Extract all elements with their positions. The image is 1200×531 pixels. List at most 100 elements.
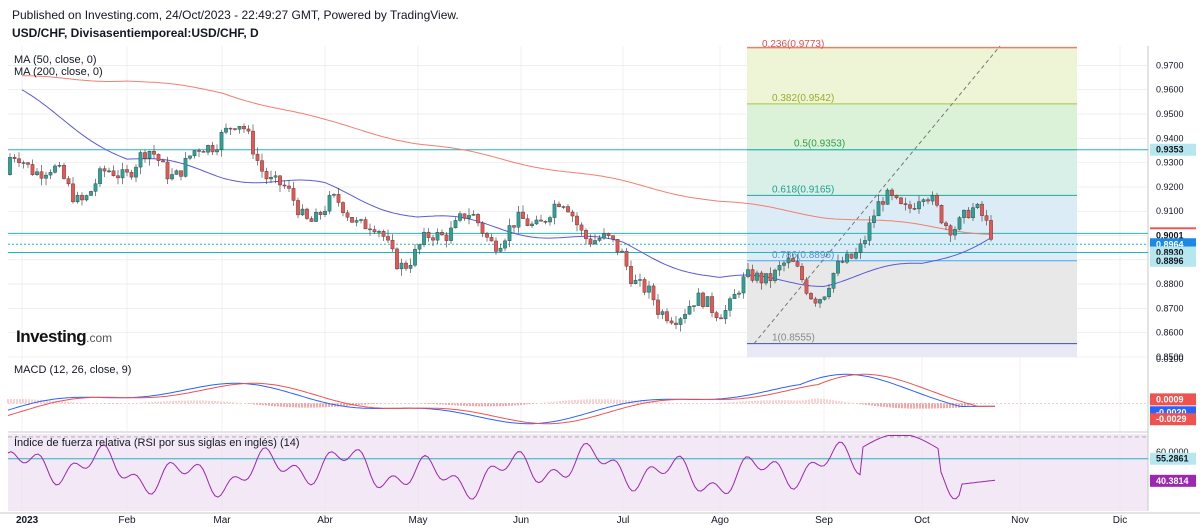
candle-body	[723, 310, 728, 320]
candle-body	[935, 195, 939, 206]
candle-body	[345, 212, 350, 218]
candle-body	[651, 285, 656, 301]
candle-body	[876, 201, 881, 217]
price-tick-label: 0.8600	[1156, 328, 1184, 338]
candle-body	[201, 151, 206, 153]
candle-body	[561, 206, 566, 208]
candle-body	[30, 164, 35, 175]
price-tick-label: 0.8700	[1156, 303, 1184, 313]
candle-body	[314, 211, 318, 222]
candle-body	[170, 174, 174, 180]
fib-zone	[747, 103, 1077, 150]
candle-body	[642, 279, 647, 293]
candle-body	[476, 214, 480, 224]
time-tick-label: Oct	[914, 515, 930, 526]
candle-body	[183, 158, 188, 177]
candle-body	[593, 240, 597, 245]
price-last-tag: 0.8964	[1156, 239, 1184, 249]
macd-line	[7, 373, 995, 425]
candle-body	[341, 202, 345, 213]
candle-body	[660, 311, 665, 315]
candle-body	[156, 154, 161, 161]
candle-body	[530, 223, 534, 226]
fib-level-label: 1(0.8555)	[772, 333, 815, 344]
candle-body	[89, 191, 93, 196]
candle-body	[278, 175, 282, 186]
candle-body	[273, 175, 278, 178]
fib-level-label: 0.786(0.8896)	[772, 250, 834, 261]
candle-body	[926, 199, 930, 202]
candle-body	[192, 150, 197, 157]
candle-body	[597, 238, 602, 241]
candle-body	[98, 168, 102, 184]
candle-body	[143, 152, 147, 159]
candle-body	[138, 152, 143, 168]
candle-body	[665, 311, 669, 322]
rsi-line	[7, 435, 996, 500]
candle-body	[737, 292, 741, 295]
candle-body	[525, 218, 530, 226]
candle-body	[669, 320, 674, 324]
time-tick-label: Abr	[317, 515, 333, 526]
candle-body	[453, 220, 458, 229]
time-tick-label: Ago	[711, 515, 729, 526]
ma200-legend[interactable]: MA (200, close, 0)	[14, 66, 103, 78]
price-tags: 0.93530.90090.90010.89640.89300.88960.00…	[1150, 143, 1196, 487]
candle-body	[498, 247, 503, 252]
candle-body	[75, 194, 80, 203]
candle-body	[701, 292, 705, 307]
time-tick-label: Nov	[1011, 515, 1029, 526]
candle-body	[845, 253, 849, 263]
candle-body	[948, 225, 953, 236]
candle-body	[12, 157, 17, 159]
candle-body	[858, 243, 863, 253]
rsi-value-tag: 55.2861	[1156, 454, 1189, 464]
rsi-legend[interactable]: Índice de fuerza relativa (RSI por sus s…	[14, 437, 300, 449]
candle-body	[332, 194, 336, 196]
candle-body	[489, 237, 494, 242]
candle-body	[872, 215, 876, 223]
candle-body	[368, 228, 372, 231]
candle-body	[111, 170, 116, 176]
price-tick-label: 0.8500	[1156, 352, 1184, 362]
candle-body	[507, 225, 512, 242]
price-tick-label: 0.9400	[1156, 133, 1184, 143]
candle-body	[710, 296, 714, 313]
candle-body	[269, 177, 273, 180]
fib-zone	[747, 46, 1077, 104]
candle-body	[980, 203, 984, 216]
time-tick-label: Mar	[213, 515, 231, 526]
candle-body	[129, 171, 134, 178]
fib-zone	[747, 195, 1077, 261]
candle-body	[633, 279, 638, 284]
candle-body	[179, 170, 183, 177]
candle-body	[291, 188, 296, 201]
macd-value-tag-bg	[1150, 393, 1196, 406]
candle-body	[953, 229, 957, 236]
ma50-line	[21, 89, 992, 288]
candle-body	[359, 219, 363, 221]
candle-body	[323, 210, 327, 215]
candle-body	[219, 132, 224, 151]
rsi-pane	[7, 435, 1148, 500]
candle-body	[305, 208, 309, 219]
candle-body	[687, 306, 692, 315]
macd-value-tag: -0.0029	[1156, 414, 1187, 424]
macd-value-tag: -0.0020	[1156, 407, 1187, 417]
moving-averages	[21, 75, 992, 288]
candle-body	[255, 153, 260, 161]
candle-body	[840, 261, 845, 263]
candle-body	[462, 213, 467, 219]
candle-body	[467, 215, 471, 219]
candle-body	[674, 322, 678, 325]
symbol-title: USD/CHF, Divisasentiemporeal:USD/CHF, D	[12, 26, 259, 40]
fib-level-label: 0.236(0.9773)	[762, 39, 824, 50]
candle-body	[521, 211, 525, 219]
ma50-legend[interactable]: MA (50, close, 0)	[14, 54, 97, 66]
candle-body	[260, 160, 264, 172]
candle-body	[300, 208, 305, 216]
candle-body	[777, 265, 782, 271]
candle-body	[471, 214, 476, 216]
macd-legend[interactable]: MACD (12, 26, close, 9)	[14, 364, 132, 376]
candle-body	[264, 171, 269, 180]
